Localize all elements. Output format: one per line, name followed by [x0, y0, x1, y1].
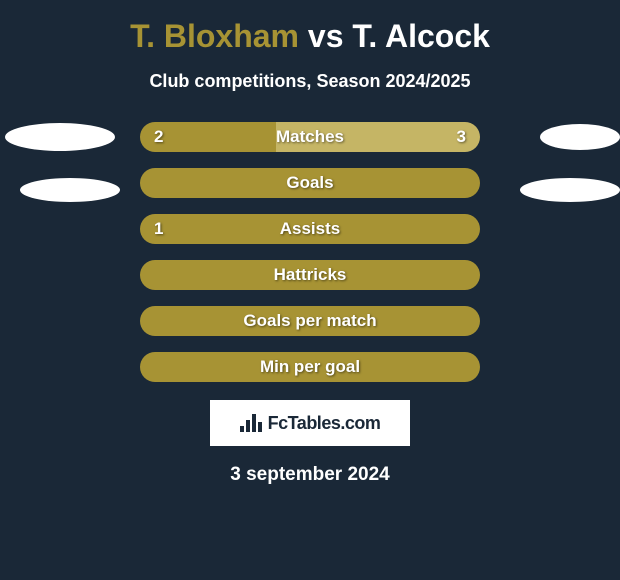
- brand-chart-icon: [240, 414, 262, 432]
- bar-label: Hattricks: [274, 265, 347, 285]
- bar-row: Goals per match: [140, 306, 480, 336]
- decorative-ellipse-right-1: [540, 124, 620, 150]
- bar-row: 1 Assists: [140, 214, 480, 244]
- bar-right-value: 3: [457, 127, 466, 147]
- bar-label: Min per goal: [260, 357, 360, 377]
- brand-text: FcTables.com: [268, 413, 381, 434]
- comparison-bars: 2 Matches 3 Goals 1 Assists Hattricks Goals per…: [140, 122, 480, 382]
- bar-row: 2 Matches 3: [140, 122, 480, 152]
- brand-icon-bar: [252, 414, 256, 432]
- brand-icon-bar: [240, 426, 244, 432]
- player2-name: T. Alcock: [352, 18, 490, 54]
- decorative-ellipse-right-2: [520, 178, 620, 202]
- brand-box: FcTables.com: [210, 400, 410, 446]
- decorative-ellipse-left-2: [20, 178, 120, 202]
- bar-label: Matches: [276, 127, 344, 147]
- subtitle: Club competitions, Season 2024/2025: [0, 71, 620, 92]
- bar-row: Hattricks: [140, 260, 480, 290]
- brand-icon-bar: [246, 420, 250, 432]
- vs-text: vs: [308, 18, 344, 54]
- bar-row: Goals: [140, 168, 480, 198]
- bar-label: Goals: [286, 173, 333, 193]
- brand-icon-bar: [258, 422, 262, 432]
- bar-label: Goals per match: [243, 311, 376, 331]
- comparison-title: T. Bloxham vs T. Alcock: [0, 18, 620, 55]
- decorative-ellipse-left-1: [5, 123, 115, 151]
- bar-left-value: 2: [154, 127, 163, 147]
- comparison-widget: T. Bloxham vs T. Alcock Club competition…: [0, 0, 620, 496]
- player1-name: T. Bloxham: [130, 18, 299, 54]
- date-text: 3 september 2024: [0, 464, 620, 486]
- bar-row: Min per goal: [140, 352, 480, 382]
- bar-label: Assists: [280, 219, 340, 239]
- bar-left-value: 1: [154, 219, 163, 239]
